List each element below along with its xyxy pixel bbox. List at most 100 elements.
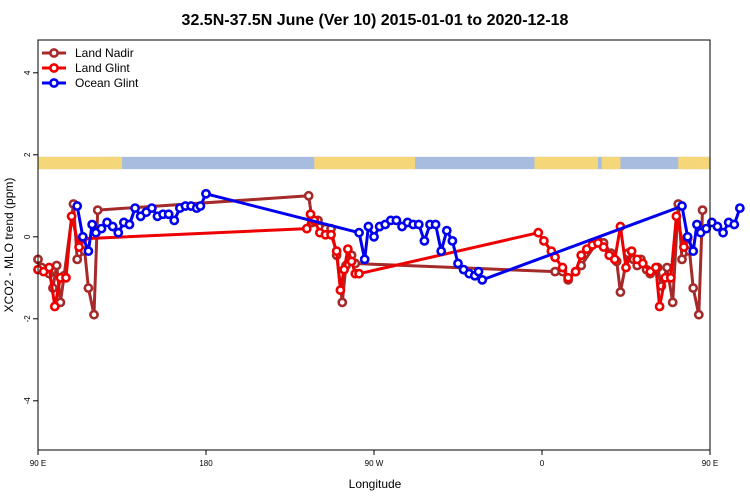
data-point (677, 201, 687, 211)
data-point (77, 231, 88, 242)
data-point (609, 254, 620, 265)
data-point (87, 219, 98, 230)
data-point (301, 223, 312, 234)
data-point (662, 262, 672, 273)
data-point (359, 254, 370, 265)
data-point (688, 283, 699, 293)
data-point (146, 203, 157, 213)
data-point (89, 309, 99, 320)
data-point (346, 256, 357, 267)
data-point (626, 246, 637, 257)
y-axis-label: XCO2 - MLO trend (ppm) (2, 178, 16, 313)
data-point (538, 235, 549, 246)
land-band-segment (105, 156, 117, 170)
land-band-segment (534, 156, 598, 170)
data-point (430, 219, 441, 230)
data-point (44, 262, 55, 273)
data-point (576, 250, 587, 261)
series-group (72, 188, 745, 285)
data-point (96, 223, 107, 234)
data-point (51, 260, 62, 271)
data-point (682, 231, 693, 242)
chart-title: 32.5N-37.5N June (Ver 10) 2015-01-01 to … (182, 12, 569, 29)
data-point (331, 246, 342, 257)
data-point (337, 297, 348, 308)
data-point (354, 268, 364, 279)
data-point (66, 211, 77, 222)
data-point (335, 285, 346, 295)
y-tick-label: 4 (23, 70, 32, 75)
land-band-segment (678, 156, 710, 170)
data-point (83, 246, 94, 257)
data-point (354, 227, 364, 238)
data-point (413, 219, 424, 230)
y-tick-label: -4 (23, 397, 32, 405)
data-point (570, 266, 581, 277)
data-point (447, 235, 458, 246)
series-layer (33, 188, 745, 320)
plot-frame (37, 39, 711, 451)
data-point (201, 188, 211, 199)
data-point (163, 209, 174, 220)
data-point (557, 262, 568, 273)
x-axis: 90 E 180 90 W 0 90 E (30, 450, 718, 468)
data-point (718, 227, 728, 238)
x-tick-label: 90 W (365, 459, 384, 468)
legend-marker (49, 48, 59, 58)
data-point (61, 272, 71, 283)
y-axis: -4 -2 0 2 4 (23, 70, 38, 404)
x-axis-label: Longitude (349, 477, 402, 491)
land-band-segment (314, 156, 416, 170)
data-point (369, 231, 379, 242)
legend-marker (49, 63, 59, 73)
data-point (550, 266, 560, 277)
data-point (692, 219, 702, 230)
land-ocean-band (38, 156, 710, 170)
data-point (72, 201, 83, 211)
data-point (169, 215, 180, 226)
data-point (477, 274, 488, 285)
x-tick-label: 90 E (30, 459, 46, 468)
data-point (391, 215, 402, 226)
data-point (74, 242, 84, 252)
data-point (654, 301, 665, 312)
legend-label: Land Glint (75, 61, 130, 75)
data-point (667, 297, 678, 308)
data-point (49, 301, 60, 312)
data-point (734, 203, 745, 213)
data-point (130, 203, 140, 213)
data-point (712, 221, 723, 232)
data-point (650, 262, 661, 273)
data-point (363, 221, 374, 232)
x-tick-label: 180 (199, 459, 213, 468)
data-point (473, 266, 484, 277)
data-point (113, 227, 124, 238)
data-point (303, 190, 314, 201)
data-point (665, 272, 676, 283)
data-point (342, 244, 353, 254)
legend-marker (49, 78, 59, 88)
legend-label: Ocean Glint (75, 76, 139, 90)
data-point (677, 254, 687, 265)
land-band-segment (38, 156, 122, 170)
data-point (441, 225, 452, 236)
data-point (693, 309, 704, 320)
x-tick-label: 90 E (702, 459, 718, 468)
data-point (419, 235, 430, 246)
data-point (621, 262, 631, 273)
data-point (326, 229, 336, 240)
x-tick-label: 0 (540, 459, 545, 468)
data-point (107, 221, 118, 232)
data-point (195, 201, 206, 211)
data-point (453, 258, 463, 269)
data-point (729, 219, 740, 230)
data-point (92, 205, 103, 216)
y-tick-label: 2 (23, 152, 32, 157)
data-point (83, 283, 94, 293)
data-point (671, 211, 682, 222)
data-point (563, 272, 574, 283)
data-point (615, 287, 626, 298)
y-tick-label: 0 (23, 234, 32, 239)
